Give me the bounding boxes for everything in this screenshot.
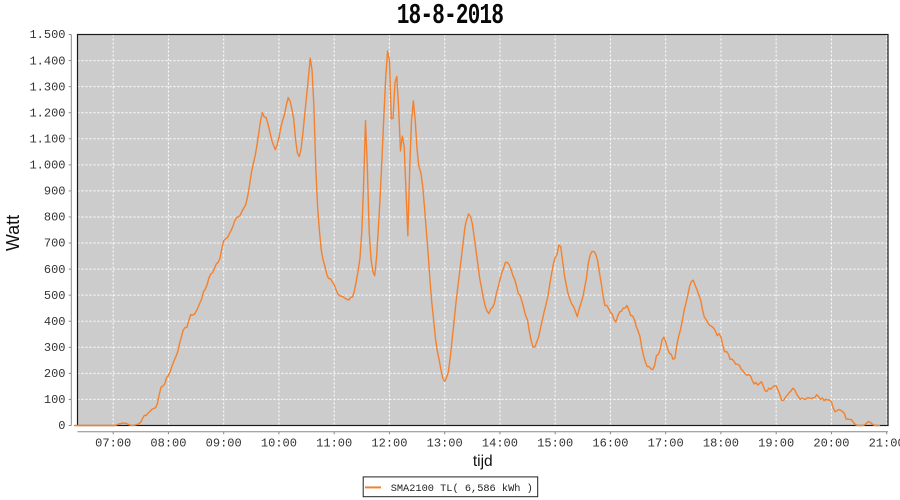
svg-text:1.000: 1.000 xyxy=(29,159,65,173)
svg-text:17:00: 17:00 xyxy=(648,437,684,451)
svg-text:15:00: 15:00 xyxy=(537,437,573,451)
svg-text:1.200: 1.200 xyxy=(29,106,65,120)
svg-text:500: 500 xyxy=(44,289,66,303)
svg-text:19:00: 19:00 xyxy=(758,437,794,451)
svg-text:100: 100 xyxy=(44,393,66,407)
svg-text:12:00: 12:00 xyxy=(371,437,407,451)
svg-text:Watt: Watt xyxy=(3,215,23,251)
svg-text:08:00: 08:00 xyxy=(150,437,186,451)
svg-text:09:00: 09:00 xyxy=(206,437,242,451)
svg-text:21:00: 21:00 xyxy=(869,437,900,451)
svg-text:1.300: 1.300 xyxy=(29,80,65,94)
svg-text:16:00: 16:00 xyxy=(592,437,628,451)
svg-text:700: 700 xyxy=(44,237,66,251)
svg-text:0: 0 xyxy=(58,419,65,433)
svg-text:400: 400 xyxy=(44,315,66,329)
svg-text:300: 300 xyxy=(44,341,66,355)
svg-text:1.100: 1.100 xyxy=(29,132,65,146)
svg-text:20:00: 20:00 xyxy=(813,437,849,451)
svg-text:07:00: 07:00 xyxy=(95,437,131,451)
svg-text:13:00: 13:00 xyxy=(427,437,463,451)
svg-text:11:00: 11:00 xyxy=(316,437,352,451)
svg-text:900: 900 xyxy=(44,185,66,199)
svg-text:14:00: 14:00 xyxy=(482,437,518,451)
svg-text:1.400: 1.400 xyxy=(29,54,65,68)
svg-text:1.500: 1.500 xyxy=(29,28,65,42)
svg-text:10:00: 10:00 xyxy=(261,437,297,451)
svg-text:tijd: tijd xyxy=(473,453,493,470)
svg-text:800: 800 xyxy=(44,211,66,225)
svg-text:600: 600 xyxy=(44,263,66,277)
svg-text:SMA2100 TL( 6,586 kWh ): SMA2100 TL( 6,586 kWh ) xyxy=(391,483,533,495)
svg-text:200: 200 xyxy=(44,367,66,381)
svg-text:18:00: 18:00 xyxy=(703,437,739,451)
